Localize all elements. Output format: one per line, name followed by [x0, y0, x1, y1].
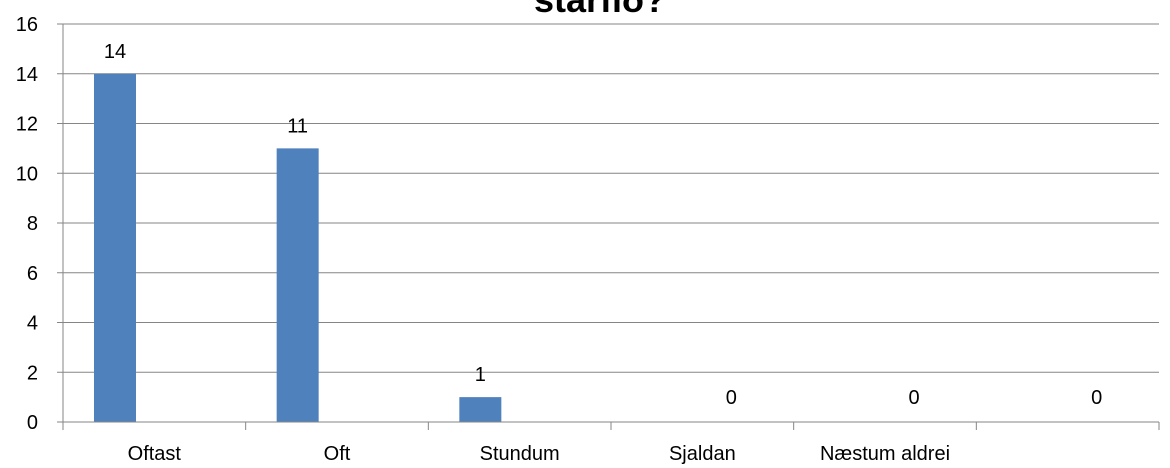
y-tick-label: 8 — [27, 213, 38, 235]
bar — [94, 73, 136, 422]
bars — [94, 73, 502, 422]
y-axis-tick-labels: 0 2 4 6 8 10 12 14 16 — [16, 14, 38, 434]
data-label: 0 — [726, 387, 737, 409]
axes — [62, 24, 1160, 430]
chart-title: starfið? — [534, 0, 666, 20]
x-tick-label: Oftast — [128, 443, 182, 465]
y-tick-label: 6 — [27, 263, 38, 285]
x-tick-label: Næstum aldrei — [820, 443, 950, 465]
gridlines — [57, 23, 1159, 423]
y-tick-label: 14 — [16, 64, 38, 86]
x-tick-label: Sjaldan — [669, 443, 736, 465]
bar — [276, 148, 319, 422]
y-tick-label: 2 — [27, 362, 38, 384]
bar — [459, 397, 502, 422]
y-tick-label: 12 — [16, 114, 38, 136]
x-tick-label: Stundum — [480, 443, 560, 465]
y-tick-label: 16 — [16, 14, 38, 36]
x-axis-tick-labels: Oftast Oft Stundum Sjaldan Næstum aldrei — [128, 443, 950, 465]
x-tick-label: Oft — [324, 443, 351, 465]
data-label: 0 — [908, 387, 919, 409]
y-tick-label: 0 — [27, 412, 38, 434]
data-label: 14 — [104, 41, 126, 63]
data-label: 0 — [1091, 387, 1102, 409]
data-label: 1 — [475, 364, 486, 386]
data-label: 11 — [287, 115, 308, 137]
y-tick-label: 10 — [16, 163, 38, 185]
y-tick-label: 4 — [27, 313, 38, 335]
